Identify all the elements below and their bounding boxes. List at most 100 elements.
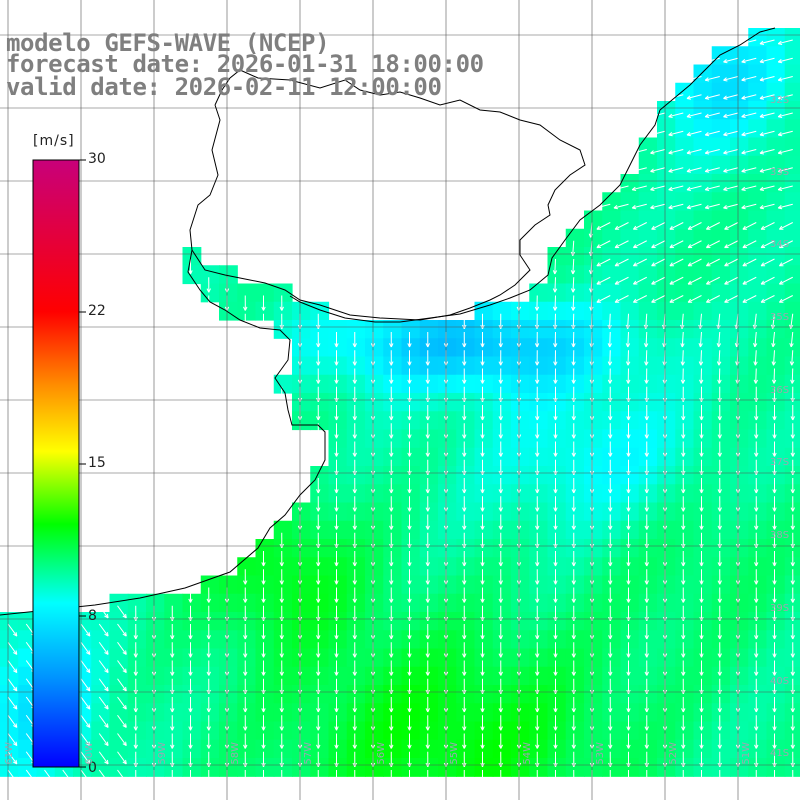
wind-speed-cell bbox=[328, 393, 348, 412]
wind-arrow bbox=[608, 623, 613, 640]
wind-speed-cell bbox=[383, 666, 403, 686]
wind-speed-cell bbox=[292, 393, 311, 412]
wind-speed-cell bbox=[766, 338, 786, 358]
wind-arrow bbox=[699, 660, 704, 676]
wind-arrow bbox=[717, 623, 722, 640]
wind-speed-cell bbox=[693, 520, 713, 540]
wind-speed-cell bbox=[346, 447, 366, 467]
wind-arrow bbox=[754, 696, 759, 713]
wind-speed-cell bbox=[164, 703, 184, 723]
wind-speed-cell bbox=[237, 612, 257, 631]
wind-speed-cell bbox=[529, 630, 549, 650]
wind-speed-cell bbox=[255, 575, 275, 595]
wind-speed-cell bbox=[620, 520, 640, 540]
wind-speed-cell bbox=[127, 758, 147, 777]
wind-speed-cell bbox=[292, 557, 311, 577]
wind-speed-cell bbox=[346, 484, 366, 504]
colorbar bbox=[32, 159, 86, 768]
wind-speed-cell bbox=[328, 539, 348, 558]
wind-arrow bbox=[462, 423, 467, 439]
wind-arrow bbox=[553, 660, 558, 676]
wind-speed-cell bbox=[328, 447, 348, 467]
wind-arrow bbox=[754, 496, 759, 512]
coastline bbox=[0, 27, 776, 616]
wind-arrow bbox=[117, 714, 127, 728]
lat-label: 41S bbox=[770, 748, 790, 759]
wind-arrow bbox=[389, 769, 394, 786]
wind-arrow bbox=[98, 678, 109, 692]
wind-speed-cell bbox=[346, 612, 366, 631]
wind-arrow bbox=[614, 258, 629, 267]
wind-speed-cell bbox=[219, 612, 238, 631]
wind-speed-cell bbox=[675, 374, 695, 394]
wind-speed-cell bbox=[693, 137, 713, 157]
wind-speed-cell bbox=[565, 612, 585, 631]
wind-arrow bbox=[407, 441, 412, 457]
wind-arrow bbox=[553, 478, 558, 494]
wind-speed-cell bbox=[328, 374, 348, 394]
wind-arrow bbox=[462, 733, 467, 749]
wind-speed-cell bbox=[547, 502, 567, 522]
wind-speed-cell bbox=[784, 356, 800, 376]
wind-arrow bbox=[644, 550, 649, 567]
wind-arrow bbox=[553, 770, 558, 786]
wind-speed-cell bbox=[693, 155, 713, 175]
wind-arrow bbox=[633, 258, 647, 267]
wind-speed-cell bbox=[657, 247, 676, 266]
wind-speed-cell bbox=[711, 265, 731, 285]
wind-speed-cell bbox=[237, 575, 257, 595]
wind-arrow bbox=[117, 751, 127, 765]
wind-speed-cell bbox=[730, 155, 749, 175]
wind-speed-cell bbox=[766, 648, 786, 668]
wind-arrow bbox=[717, 423, 722, 439]
wind-arrow bbox=[407, 496, 412, 512]
wind-arrow bbox=[334, 496, 339, 512]
wind-speed-cell bbox=[547, 685, 567, 704]
wind-arrow bbox=[704, 112, 720, 118]
wind-speed-cell bbox=[310, 739, 330, 759]
wind-arrow bbox=[633, 276, 647, 285]
lon-label: 56W bbox=[376, 742, 387, 765]
wind-speed-cell bbox=[584, 484, 603, 504]
wind-arrow bbox=[699, 405, 704, 421]
wind-speed-cell bbox=[127, 593, 147, 613]
wind-speed-cell bbox=[456, 484, 476, 504]
wind-arrow bbox=[651, 295, 666, 303]
wind-speed-cell bbox=[346, 539, 366, 558]
wind-arrow bbox=[626, 423, 631, 439]
wind-speed-cell bbox=[565, 557, 585, 577]
wind-arrow bbox=[352, 477, 357, 494]
wind-arrow bbox=[462, 331, 467, 348]
wind-speed-cell bbox=[292, 648, 311, 668]
wind-speed-cell bbox=[383, 758, 403, 777]
wind-arrow bbox=[772, 733, 777, 749]
wind-speed-cell bbox=[711, 137, 731, 157]
wind-speed-cell bbox=[511, 703, 530, 723]
wind-speed-cell bbox=[638, 247, 658, 266]
wind-speed-cell bbox=[693, 484, 713, 504]
wind-speed-cell bbox=[638, 502, 658, 522]
wind-speed-cell bbox=[383, 466, 403, 485]
wind-arrow bbox=[498, 496, 503, 512]
wind-arrow bbox=[480, 441, 485, 457]
wind-speed-cell bbox=[401, 666, 421, 686]
wind-arrow bbox=[188, 770, 193, 786]
wind-speed-cell bbox=[730, 630, 749, 650]
wind-speed-cell bbox=[657, 393, 676, 412]
wind-arrow bbox=[779, 240, 793, 249]
wind-speed-cell bbox=[730, 119, 749, 139]
wind-speed-cell bbox=[766, 502, 786, 522]
wind-speed-cell bbox=[547, 283, 567, 303]
wind-speed-cell bbox=[638, 685, 658, 704]
wind-arrow bbox=[772, 697, 777, 713]
wind-speed-cell bbox=[693, 374, 713, 394]
wind-arrow bbox=[717, 569, 722, 585]
wind-arrow bbox=[352, 623, 357, 640]
wind-arrow bbox=[760, 295, 775, 303]
wind-speed-cell bbox=[237, 758, 257, 777]
wind-speed-cell bbox=[675, 648, 695, 668]
wind-speed-cell bbox=[456, 520, 476, 540]
wind-arrow bbox=[760, 240, 775, 249]
wind-arrow bbox=[80, 714, 91, 728]
wind-arrow bbox=[759, 130, 775, 137]
